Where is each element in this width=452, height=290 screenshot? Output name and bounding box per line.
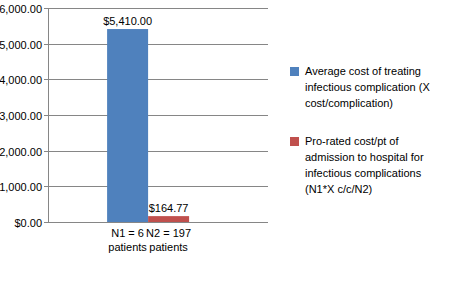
legend-line: admission to hospital for xyxy=(305,151,424,163)
tick-mark xyxy=(44,8,48,9)
tick-mark xyxy=(44,44,48,45)
tick-label: $3,000.00 xyxy=(0,110,42,122)
legend-line: Average cost of treating xyxy=(305,65,421,77)
tick-label: $2,000.00 xyxy=(0,146,42,158)
legend-line: Pro-rated cost/pt of xyxy=(305,135,399,147)
tick-mark xyxy=(44,151,48,152)
grid-line xyxy=(48,44,268,45)
tick-mark xyxy=(44,186,48,187)
category-label: N2 = 197 patients xyxy=(146,227,191,253)
legend-line: (N1*X c/c/N2) xyxy=(305,183,372,195)
tick-label: $4,000.00 xyxy=(0,74,42,86)
bar xyxy=(148,216,189,222)
category-label-line: patients xyxy=(108,241,147,253)
tick-label: $1,000.00 xyxy=(0,181,42,193)
bars xyxy=(107,29,189,222)
grid-line xyxy=(48,222,268,223)
category-label-line: N2 = 197 xyxy=(146,227,191,239)
grid-line xyxy=(48,79,268,80)
legend-line: cost/complication) xyxy=(305,97,393,109)
grid-line xyxy=(48,186,268,187)
category-label: N1 = 6 patients xyxy=(108,227,147,253)
grid-line xyxy=(48,8,268,9)
tick-label: $5,000.00 xyxy=(0,39,42,51)
tick-mark xyxy=(44,115,48,116)
legend-line: infectious complications xyxy=(305,167,422,179)
tick-label: $0.00 xyxy=(14,217,42,229)
data-labels: $5,410.00 $164.77 xyxy=(103,15,188,214)
legend-swatch xyxy=(290,67,299,76)
grid-line xyxy=(48,115,268,116)
legend-line: infectious complication (X xyxy=(305,81,430,93)
data-label: $164.77 xyxy=(149,202,189,214)
y-axis xyxy=(48,8,49,222)
category-label-line: patients xyxy=(149,241,188,253)
legend-swatch xyxy=(290,137,299,146)
tick-mark xyxy=(44,222,48,223)
tick-mark xyxy=(44,79,48,80)
chart: $0.00 $1,000.00 $2,000.00 $3,000.00 $4,000.0… xyxy=(0,0,452,290)
grid-line xyxy=(48,151,268,152)
x-axis xyxy=(48,222,268,223)
legend-label: Pro-rated cost/pt of admission to hospita… xyxy=(305,135,424,195)
tick-label: $6,000.00 xyxy=(0,3,42,15)
data-label: $5,410.00 xyxy=(103,15,152,27)
category-label-line: N1 = 6 xyxy=(111,227,144,239)
bar xyxy=(107,29,148,222)
legend-label: Average cost of treating infectious compl… xyxy=(305,65,430,109)
